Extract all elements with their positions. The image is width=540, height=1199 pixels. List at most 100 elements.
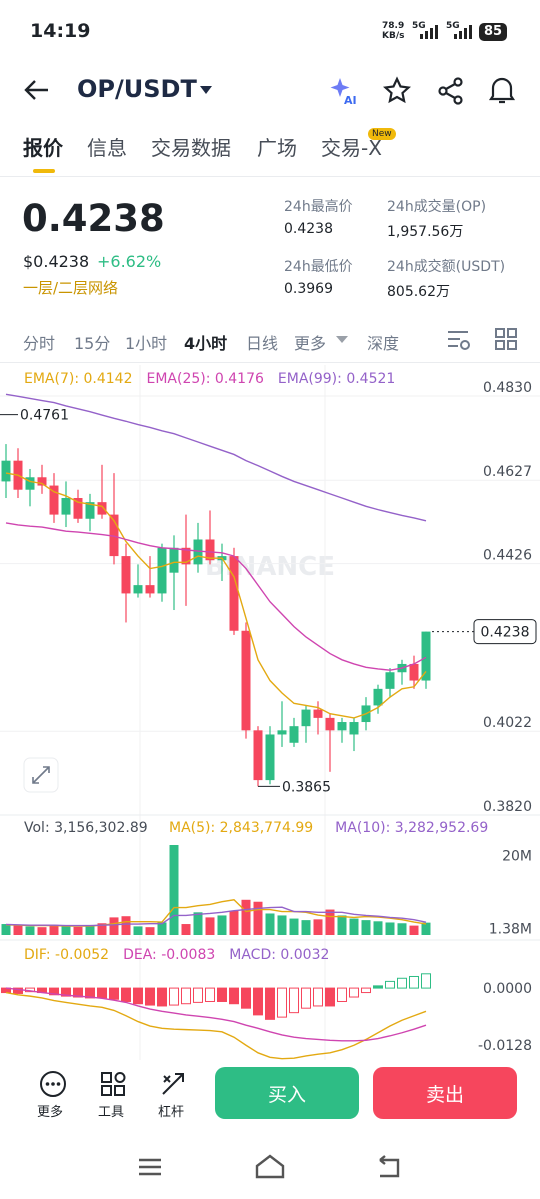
volume-bar — [373, 921, 383, 935]
interval[interactable]: 4小时 — [184, 334, 228, 353]
buy-button[interactable]: 买入 — [215, 1067, 359, 1119]
candle-body — [349, 722, 359, 735]
interval[interactable]: 日线 — [246, 334, 279, 353]
stat-label: 24h最高价 — [284, 199, 353, 215]
tab[interactable]: 信息 — [87, 136, 127, 160]
nav-bar — [139, 1154, 400, 1179]
volume-bar — [49, 924, 59, 935]
candle-body — [313, 709, 323, 718]
speed-unit: KB/s — [382, 31, 405, 41]
interval[interactable]: 分时 — [23, 334, 56, 353]
vol-ma-legend: MA(10): 3,282,952.69 — [335, 820, 488, 836]
pair-title[interactable]: OP/USDT — [77, 75, 197, 103]
tab[interactable]: 广场 — [257, 136, 297, 160]
alert-bell[interactable] — [486, 74, 518, 106]
volume-bar — [193, 912, 203, 935]
volume-bar — [145, 927, 155, 935]
macd-bar — [277, 987, 287, 1018]
tools-icon[interactable] — [99, 1070, 129, 1100]
stat-value: 1,957.56万 — [387, 224, 464, 240]
macd-bar — [301, 987, 311, 1009]
candle-body — [277, 730, 287, 735]
candle-body — [241, 630, 251, 731]
interval[interactable]: 更多 — [294, 334, 327, 353]
macd-bar — [265, 987, 275, 1020]
nav-menu[interactable] — [139, 1158, 161, 1176]
volume-bar — [85, 925, 95, 935]
divider — [0, 362, 540, 363]
vol-ma-line — [5, 906, 427, 927]
macd-bar — [253, 987, 263, 1016]
candle-body — [61, 498, 71, 515]
volume-bar — [385, 922, 395, 935]
price-pane — [1, 393, 431, 787]
tab[interactable]: 交易数据 — [151, 136, 231, 160]
volume-bar — [277, 915, 287, 935]
low-label: 0.3865 — [282, 779, 331, 795]
macd-bar — [229, 987, 239, 1005]
macd-bar — [121, 987, 131, 1002]
last-price: 0.4238 — [22, 197, 165, 240]
volume-bar — [169, 845, 179, 935]
macd-bar — [181, 987, 191, 1005]
pair-dropdown[interactable] — [198, 84, 214, 96]
interval[interactable]: 1小时 — [125, 334, 168, 353]
macd-line — [5, 987, 427, 1042]
macd-bar — [205, 987, 215, 1002]
interval[interactable]: 15分 — [74, 334, 111, 353]
macd-bar — [373, 985, 383, 989]
leverage-icon[interactable] — [159, 1070, 189, 1100]
favorite[interactable] — [382, 76, 412, 106]
macd-bar — [361, 987, 371, 994]
stat-label: 24h成交量(OP) — [387, 199, 487, 215]
more-icon[interactable] — [38, 1070, 68, 1100]
tab[interactable]: 报价 — [23, 136, 63, 160]
candle-body — [325, 717, 335, 731]
ema-legend: EMA(25): 0.4176 — [147, 371, 264, 387]
vol-title: Vol: 3,156,302.89 — [24, 820, 148, 836]
volume-bar — [109, 917, 119, 935]
candle-body — [109, 514, 119, 557]
sell-button[interactable]: 卖出 — [373, 1067, 517, 1119]
tool-label: 杠杆 — [158, 1105, 185, 1120]
ai-label: AI — [344, 94, 357, 107]
volume-bar — [205, 917, 215, 935]
share[interactable] — [436, 76, 466, 106]
macd-tick-label: 0.0000 — [483, 981, 532, 997]
volume-bar — [73, 926, 83, 935]
volume-bar — [1, 924, 11, 935]
candle-body — [301, 709, 311, 727]
layout-toggle[interactable] — [494, 327, 520, 353]
volume-bar — [229, 910, 239, 935]
more-dropdown — [336, 336, 348, 343]
back-button[interactable] — [22, 76, 52, 106]
ai-icon[interactable]: AI — [328, 76, 362, 108]
macd-bar — [409, 975, 419, 989]
indicator-settings[interactable] — [446, 327, 472, 353]
candle-body — [37, 477, 47, 486]
battery: 85 — [479, 23, 507, 41]
interval[interactable]: 深度 — [367, 334, 400, 353]
nav-home[interactable] — [255, 1154, 285, 1179]
tab-indicator — [33, 169, 55, 173]
macd-bar — [313, 987, 323, 1007]
macd-bar — [145, 987, 155, 1006]
macd-bar — [421, 973, 431, 989]
volume-bar — [133, 926, 143, 935]
macd-bar — [13, 987, 23, 994]
network-tag[interactable]: 一层/二层网络 — [23, 279, 119, 297]
ema-legend: EMA(99): 0.4521 — [278, 371, 395, 387]
volume-bar — [157, 922, 167, 935]
volume-bar — [253, 901, 263, 935]
macd-bar — [61, 987, 71, 997]
volume-bar — [265, 913, 275, 935]
volume-bar — [121, 916, 131, 935]
volume-bar — [337, 915, 347, 935]
macd-bar — [325, 987, 335, 1007]
last-price-label: 0.4238 — [481, 625, 530, 641]
tab[interactable]: 交易-X — [321, 136, 382, 160]
macd-bar — [337, 987, 347, 1002]
candle-body — [385, 672, 395, 689]
nav-back[interactable] — [379, 1155, 400, 1178]
